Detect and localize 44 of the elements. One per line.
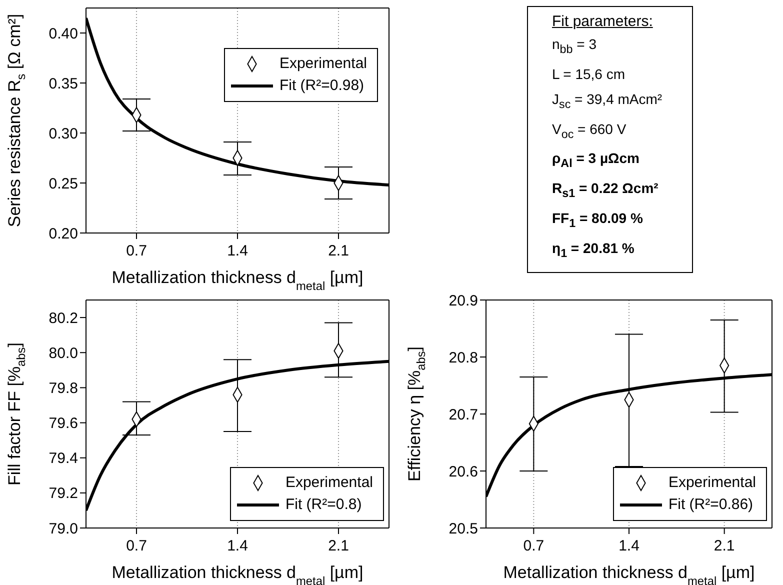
x-tick-label: 2.1 [328, 242, 349, 260]
y-tick-label: 79.4 [48, 450, 78, 468]
y-tick-label: 20.6 [448, 463, 478, 480]
y-tick-label: 20.5 [448, 520, 478, 538]
y-tick-label: 79.8 [48, 380, 78, 398]
x-tick-label: 0.7 [126, 242, 147, 260]
y-tick-label: 0.40 [48, 25, 78, 42]
y-tick-label: 0.35 [48, 75, 78, 92]
text: L = 15,6 cm [552, 64, 626, 84]
x-tick-label: 1.4 [227, 242, 248, 260]
text: FF$_{1}$ = 80.09 % [552, 208, 644, 232]
legend-label: Experimental [279, 54, 367, 74]
y-tick-label: 20.8 [448, 349, 478, 366]
x-axis-title: Metallization thickness d$_{metal}$ [µm] [112, 563, 364, 585]
text: J$_{sc}$ = 39,4 mAcm² [552, 90, 664, 113]
text: Fit parameters: [552, 13, 654, 30]
y-tick-label: 0.25 [48, 175, 78, 192]
x-tick-label: 1.4 [618, 538, 640, 555]
x-axis-title: Metallization thickness d$_{metal}$ [µm] [112, 268, 364, 293]
y-tick-label: 0.30 [48, 125, 78, 142]
legend-label: Experimental [285, 473, 373, 493]
x-tick-label: 0.7 [523, 538, 544, 555]
legend-label: Fit (R²=0.86) [668, 495, 754, 515]
x-tick-label: 0.7 [126, 538, 147, 555]
y-tick-label: 20.7 [448, 406, 478, 424]
text: R$_{s1}$ = 0.22 Ωcm² [552, 179, 660, 202]
x-tick-label: 2.1 [328, 538, 349, 555]
text: ρ$_{Al}$ = 3 µΩcm [552, 149, 640, 172]
legend-label: Fit (R²=0.98) [279, 76, 364, 96]
y-tick-label: 20.9 [448, 292, 478, 310]
legend-label: Experimental [668, 473, 756, 493]
text: V$_{oc}$ = 660 V [552, 120, 628, 142]
x-tick-label: 2.1 [714, 538, 735, 555]
y-tick-label: 79.2 [48, 485, 78, 502]
y-tick-label: 80.2 [48, 310, 78, 327]
y-tick-label: 79.0 [48, 520, 78, 538]
x-tick-label: 1.4 [227, 538, 248, 555]
y-tick-label: 79.6 [48, 415, 78, 432]
x-axis-title: Metallization thickness d$_{metal}$ [µm] [503, 563, 755, 585]
text: n$_{bb}$ = 3 [552, 35, 598, 58]
legend-label: Fit (R²=0.8) [285, 495, 362, 515]
y-tick-label: 80.0 [48, 344, 78, 362]
text: η$_{1}$ = 20.81 % [552, 238, 636, 262]
y-tick-label: 0.20 [48, 225, 78, 242]
